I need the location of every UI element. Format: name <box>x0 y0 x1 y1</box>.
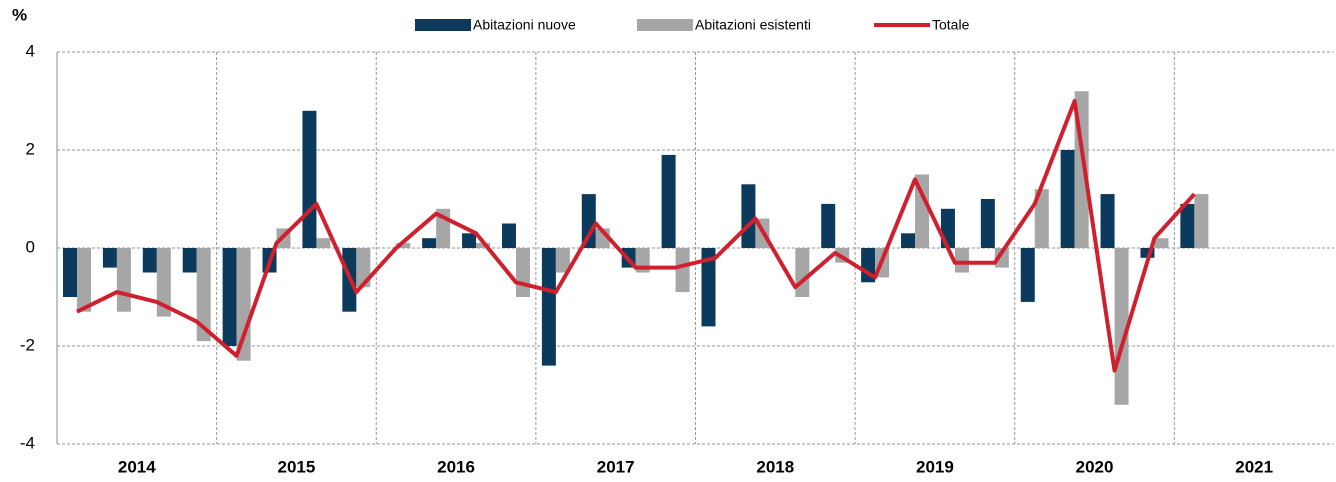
bar <box>63 248 77 297</box>
bar <box>316 238 331 248</box>
y-tick-label: 4 <box>26 41 35 60</box>
y-unit: % <box>12 5 27 24</box>
bar <box>422 238 437 248</box>
x-tick-label: 2016 <box>437 457 475 476</box>
legend-swatch <box>637 19 693 31</box>
bar <box>236 248 251 361</box>
bar <box>462 233 477 248</box>
legend-label: Abitazioni esistenti <box>695 17 811 33</box>
x-tick-label: 2021 <box>1235 457 1273 476</box>
bar <box>1100 194 1115 248</box>
bar <box>222 248 237 346</box>
bar <box>142 248 157 273</box>
bar <box>980 199 995 248</box>
bar <box>915 174 930 248</box>
legend-label: Totale <box>932 17 970 33</box>
y-tick-label: 0 <box>26 237 35 256</box>
x-tick-label: 2014 <box>118 457 156 476</box>
y-tick-label: -4 <box>20 433 35 452</box>
bar <box>1020 248 1035 302</box>
y-tick-label: -2 <box>20 335 35 354</box>
bar <box>302 110 317 248</box>
bar <box>77 248 91 312</box>
bar <box>116 248 131 312</box>
legend-swatch <box>415 19 471 31</box>
bar <box>741 184 756 248</box>
bar <box>954 248 969 273</box>
legend-label: Abitazioni nuove <box>473 17 576 33</box>
bar <box>1034 189 1049 248</box>
bar <box>476 243 491 248</box>
bar <box>356 248 371 288</box>
x-tick-label: 2015 <box>278 457 316 476</box>
bar <box>1060 150 1075 248</box>
line <box>76 99 1196 373</box>
bar <box>156 248 171 317</box>
y-tick-label: 2 <box>26 139 35 158</box>
bar <box>581 194 596 248</box>
x-tick-label: 2020 <box>1076 457 1114 476</box>
bar <box>196 248 211 342</box>
x-tick-label: 2018 <box>756 457 794 476</box>
bar <box>541 248 556 366</box>
bar <box>515 248 530 297</box>
x-tick-label: 2019 <box>916 457 954 476</box>
bar <box>661 154 676 248</box>
bar <box>1140 248 1155 258</box>
bar <box>555 248 570 273</box>
bar <box>994 248 1009 268</box>
bar <box>675 248 690 293</box>
bar <box>795 248 810 297</box>
bar <box>182 248 197 273</box>
bar <box>821 203 836 248</box>
bar <box>501 223 516 248</box>
bar <box>1194 194 1209 248</box>
bar <box>102 248 117 268</box>
bar <box>901 233 916 248</box>
bar <box>1180 203 1195 248</box>
bar <box>1154 238 1169 248</box>
x-tick-label: 2017 <box>597 457 635 476</box>
bar <box>396 243 411 248</box>
bar <box>701 248 716 327</box>
